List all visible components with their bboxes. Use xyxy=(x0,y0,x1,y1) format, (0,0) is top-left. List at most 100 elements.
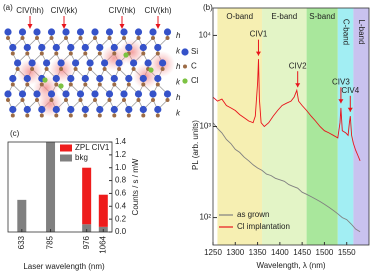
y-tick-label: 10² xyxy=(199,213,211,222)
annotation-label: CIV2 xyxy=(289,61,307,70)
spectrum-line xyxy=(213,59,361,161)
c-atom xyxy=(68,82,73,87)
x-tick-label: 976 xyxy=(82,235,91,249)
si-atom xyxy=(144,59,152,67)
si-atom xyxy=(120,90,128,98)
si-atom xyxy=(139,43,147,52)
bar xyxy=(17,199,27,232)
band xyxy=(262,8,307,245)
legend-label: ZPL CIV1 xyxy=(75,143,110,152)
c-atom xyxy=(59,67,64,71)
c-atom xyxy=(112,113,117,118)
c-atom xyxy=(35,36,39,40)
si-atom xyxy=(18,28,27,36)
c-atom xyxy=(97,113,102,118)
si-atom xyxy=(62,90,70,98)
si-atom xyxy=(47,90,56,98)
y-tick-label: 0.4 xyxy=(115,201,127,210)
x-tick-label: 1550 xyxy=(338,248,356,257)
arrow-head xyxy=(295,83,301,88)
arrow-head xyxy=(155,24,161,29)
c-atom xyxy=(20,36,25,40)
legend-atom xyxy=(183,64,187,69)
si-atom xyxy=(110,74,118,83)
c-atom xyxy=(165,98,170,102)
si-atom xyxy=(14,59,22,67)
y-tick-label: 0.2 xyxy=(115,214,127,223)
si-atom xyxy=(110,105,118,114)
si-atom xyxy=(139,105,147,114)
c-atom xyxy=(54,51,59,56)
legend-label: as grown xyxy=(237,210,269,219)
c-atom xyxy=(97,51,102,56)
si-atom xyxy=(105,90,114,98)
c-atom xyxy=(107,98,112,102)
si-atom xyxy=(33,28,41,36)
band xyxy=(306,8,338,245)
panel-label: (c) xyxy=(10,129,20,138)
c-atom xyxy=(64,36,68,40)
si-atom xyxy=(139,74,147,83)
layer-label: h xyxy=(176,62,181,71)
cl-atom xyxy=(58,83,64,89)
c-atom xyxy=(126,113,131,118)
legend-atom xyxy=(181,48,189,56)
band-label: C-band xyxy=(341,19,350,45)
legend-atom xyxy=(182,78,188,84)
si-atom xyxy=(9,74,17,83)
c-atom xyxy=(112,82,117,87)
c-atom xyxy=(44,67,49,71)
si-atom xyxy=(23,43,31,52)
band xyxy=(353,8,369,245)
si-atom xyxy=(23,74,31,83)
annotation-label: CIV3 xyxy=(332,77,350,86)
c-atom xyxy=(30,67,35,71)
c-atom xyxy=(97,82,102,87)
layer-label: k xyxy=(176,78,181,87)
c-atom xyxy=(73,67,78,71)
c-atom xyxy=(112,51,117,56)
c-atom xyxy=(6,36,10,40)
band xyxy=(337,8,354,245)
c-atom xyxy=(25,51,30,56)
panel-b: O-band E-band S-band C-band L-band CIV1 CIV2 CI… xyxy=(191,3,370,270)
si-atom xyxy=(67,43,75,52)
y-tick-label: 1.4 xyxy=(115,137,127,146)
legend-swatch xyxy=(60,154,72,162)
arrow-head xyxy=(61,24,67,29)
si-atom xyxy=(159,59,167,67)
c-atom xyxy=(39,113,44,118)
c-atom xyxy=(25,113,30,118)
c-atom xyxy=(160,67,165,71)
c-atom xyxy=(10,113,15,118)
band-label: O-band xyxy=(226,12,253,21)
c-atom xyxy=(39,51,44,56)
panel-c: 0.0 0.2 0.4 0.6 0.8 1.0 1.2 1.4 633 785 976 1064 Las… xyxy=(7,129,140,271)
si-atom xyxy=(81,105,89,114)
band-label: S-band xyxy=(309,12,335,21)
c-atom xyxy=(83,82,88,87)
y-tick-label: 0.0 xyxy=(115,227,127,236)
y-tick-label: 10⁴ xyxy=(199,31,212,40)
c-atom xyxy=(78,36,83,40)
si-atom xyxy=(120,28,128,36)
plot-frame xyxy=(7,141,113,233)
layer-label: k xyxy=(176,109,181,118)
c-atom xyxy=(54,82,59,87)
y-tick-label: 1.0 xyxy=(115,163,127,172)
si-atom xyxy=(125,43,133,52)
c-atom xyxy=(20,98,25,102)
si-atom xyxy=(72,59,80,67)
x-axis-label: Wavelength, λ (nm) xyxy=(256,261,325,270)
band-label: E-band xyxy=(271,12,297,21)
si-atom xyxy=(96,105,104,114)
c-atom xyxy=(141,51,146,56)
bar xyxy=(46,142,56,232)
arrow-head xyxy=(347,107,353,112)
si-atom xyxy=(9,43,17,52)
si-atom xyxy=(96,43,104,52)
si-atom xyxy=(81,74,89,83)
si-atom xyxy=(38,43,46,52)
si-atom xyxy=(4,90,12,98)
c-atom xyxy=(25,82,30,87)
